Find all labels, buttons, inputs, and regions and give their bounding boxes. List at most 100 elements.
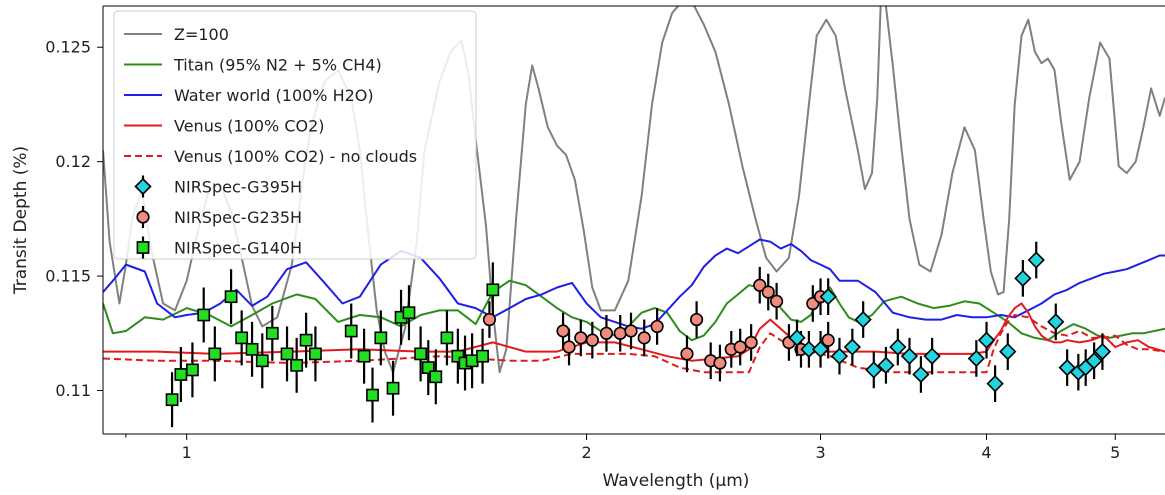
series-line-venus-100-co2 xyxy=(103,302,1165,362)
data-point xyxy=(830,347,849,365)
data-point xyxy=(977,331,996,349)
data-point xyxy=(923,347,941,365)
data-point xyxy=(689,312,704,327)
data-point xyxy=(585,333,599,347)
data-point xyxy=(637,331,651,345)
data-point xyxy=(255,354,269,368)
data-point xyxy=(482,312,497,327)
data-point xyxy=(290,358,304,372)
series-line-titan-95-n2-5-ch4 xyxy=(103,279,1165,342)
legend-entry-nirspec-g395h: NIRSpec-G395H xyxy=(134,175,302,198)
data-point xyxy=(811,340,830,358)
data-point xyxy=(1085,352,1103,370)
data-point xyxy=(900,347,919,365)
data-point xyxy=(280,347,294,361)
data-point xyxy=(440,331,454,345)
data-point xyxy=(733,340,747,354)
data-point xyxy=(429,370,443,384)
legend-entry-titan-95-n2-5-ch4: Titan (95% N2 + 5% CH4) xyxy=(124,56,382,75)
y-tick-label: 0.125 xyxy=(45,38,91,57)
x-tick-label: 2 xyxy=(582,443,592,462)
series-points-nirspec-g140h xyxy=(165,262,500,428)
data-point xyxy=(486,283,500,297)
legend-entry-nirspec-g140h: NIRSpec-G140H xyxy=(136,236,302,259)
legend-entry-venus-100-co2: Venus (100% CO2) xyxy=(124,117,325,136)
y-axis-label: Transit Depth (%) xyxy=(11,146,31,295)
data-point xyxy=(402,306,416,320)
data-point xyxy=(186,363,199,377)
y-tick-label: 0.11 xyxy=(55,381,91,400)
legend-label: NIRSpec-G235H xyxy=(174,208,302,227)
series-points-nirspec-g395h xyxy=(788,241,1112,402)
legend-entry-water-world-100-h2o: Water world (100% H2O) xyxy=(124,86,374,105)
legend-label: NIRSpec-G395H xyxy=(174,178,302,197)
data-point xyxy=(357,349,371,363)
legend-marker xyxy=(136,241,150,254)
legend-marker xyxy=(134,177,152,196)
data-point xyxy=(821,333,835,347)
data-point xyxy=(999,342,1017,361)
data-point xyxy=(877,356,895,374)
data-point xyxy=(1027,251,1045,269)
data-point xyxy=(165,393,179,407)
legend-entry-venus-100-co2-no-clouds: Venus (100% CO2) - no clouds xyxy=(124,147,417,166)
data-point xyxy=(421,361,435,375)
x-axis-label: Wavelength (μm) xyxy=(603,471,750,491)
x-tick-label: 3 xyxy=(815,443,825,462)
data-point xyxy=(819,288,837,306)
legend-label: Z=100 xyxy=(174,25,229,44)
data-point xyxy=(967,349,985,368)
data-point xyxy=(245,342,259,356)
legend-entry-z-100: Z=100 xyxy=(124,25,229,44)
data-point xyxy=(451,349,465,363)
data-point xyxy=(788,329,806,347)
legend-label: Titan (95% N2 + 5% CH4) xyxy=(173,56,382,75)
series-layer xyxy=(103,6,1165,428)
data-point xyxy=(224,290,238,304)
data-point xyxy=(1047,313,1065,331)
data-point xyxy=(889,338,907,356)
data-point xyxy=(624,324,638,338)
data-point xyxy=(265,326,279,340)
series-line-water-world-100-h2o xyxy=(103,238,1165,330)
data-point xyxy=(344,324,358,338)
data-point xyxy=(912,365,930,384)
data-point xyxy=(713,356,727,370)
legend-label: Venus (100% CO2) xyxy=(174,117,325,136)
data-point xyxy=(366,388,379,402)
data-point xyxy=(613,326,627,340)
data-point xyxy=(650,319,664,334)
data-point xyxy=(1093,342,1112,361)
y-tick-label: 0.12 xyxy=(55,152,91,171)
data-point xyxy=(174,368,188,381)
data-point xyxy=(865,361,883,379)
data-point xyxy=(197,308,211,322)
data-point xyxy=(744,335,758,350)
data-point xyxy=(299,333,313,347)
data-point xyxy=(986,375,1004,393)
data-point xyxy=(465,354,479,368)
data-point xyxy=(235,331,249,345)
data-point xyxy=(309,347,322,361)
data-point xyxy=(556,324,570,338)
data-point xyxy=(562,340,576,354)
data-point xyxy=(208,347,222,361)
legend: Z=100 Titan (95% N2 + 5% CH4) Water world … xyxy=(113,10,477,260)
data-point xyxy=(1014,269,1032,287)
x-tick-label: 1 xyxy=(182,443,192,462)
data-point xyxy=(843,338,861,356)
axes-layer: 1 2 3 4 5 0.11 0.115 0.12 0.125 Wavelength (μm) Tr… xyxy=(11,5,1165,491)
data-point xyxy=(374,331,388,345)
data-point xyxy=(770,294,784,308)
legend-label: Venus (100% CO2) - no clouds xyxy=(174,147,417,166)
data-point xyxy=(753,278,767,292)
y-tick-label: 0.115 xyxy=(45,267,91,286)
data-point xyxy=(761,285,775,299)
data-point xyxy=(854,310,872,329)
x-tick-label: 5 xyxy=(1110,443,1120,462)
series-points-nirspec-g235h xyxy=(482,266,835,382)
legend-label: NIRSpec-G140H xyxy=(174,239,302,258)
legend-label: Water world (100% H2O) xyxy=(174,86,374,105)
legend-entry-nirspec-g235h: NIRSpec-G235H xyxy=(136,206,302,228)
data-point xyxy=(599,326,614,340)
